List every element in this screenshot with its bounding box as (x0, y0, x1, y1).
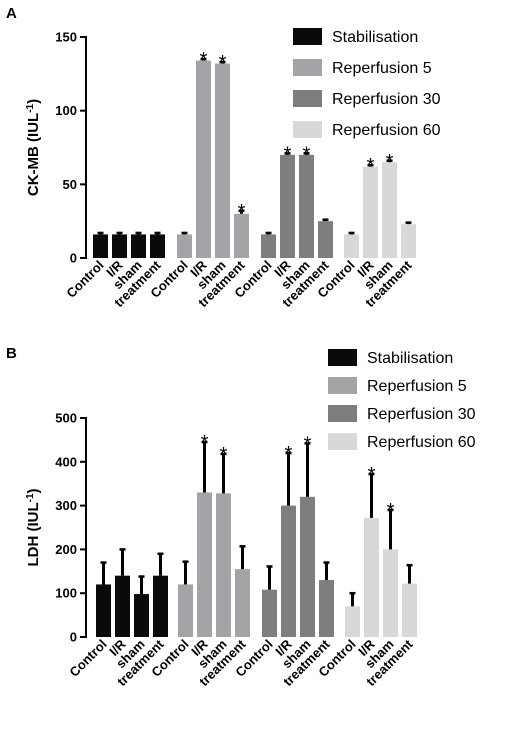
bar (178, 584, 193, 637)
bar (281, 505, 296, 637)
y-tick-label: 500 (55, 411, 77, 426)
y-axis-label-end: ) (25, 99, 42, 104)
significance-star: * (284, 143, 292, 165)
y-tick-label: 300 (55, 498, 77, 513)
significance-star: * (304, 433, 312, 455)
panel-letter: B (6, 345, 17, 362)
bar (345, 606, 360, 637)
y-axis-label-superscript: -1 (25, 493, 36, 502)
legend-swatch (293, 90, 322, 107)
significance-star: * (219, 52, 227, 74)
significance-star: * (220, 444, 228, 466)
legend-swatch (328, 349, 357, 366)
significance-star: * (387, 500, 395, 522)
bar (153, 575, 168, 637)
bar (262, 589, 277, 637)
bar (216, 493, 231, 637)
bar (177, 234, 192, 258)
significance-star: * (285, 443, 293, 465)
legend-label: Reperfusion 30 (367, 406, 476, 423)
significance-star: * (201, 432, 209, 454)
legend-swatch (293, 28, 322, 45)
significance-star: * (386, 151, 394, 173)
bar (215, 63, 230, 258)
legend-swatch (328, 405, 357, 422)
bar (112, 234, 127, 258)
bar (261, 234, 276, 258)
legend-swatch (328, 377, 357, 394)
bar (150, 234, 165, 258)
bar (131, 234, 146, 258)
legend-label: Reperfusion 30 (332, 91, 441, 108)
y-tick-label: 50 (63, 177, 77, 192)
y-axis-label-superscript: -1 (25, 103, 36, 112)
legend-label: Reperfusion 5 (332, 60, 432, 77)
y-tick-label: 0 (70, 251, 77, 266)
bar (299, 154, 314, 258)
significance-star: * (368, 464, 376, 486)
significance-star: * (200, 49, 208, 71)
y-tick-label: 0 (70, 630, 77, 645)
legend-swatch (328, 433, 357, 450)
bar (234, 213, 249, 258)
bar (401, 224, 416, 258)
legend-label: Stabilisation (332, 29, 418, 46)
bar (318, 221, 333, 258)
y-axis-label-end: ) (25, 488, 42, 493)
bar (383, 549, 398, 637)
legend-swatch (293, 59, 322, 76)
bar (196, 60, 211, 258)
y-tick-label: 200 (55, 542, 77, 557)
bar (319, 580, 334, 637)
bar (280, 154, 295, 258)
legend-swatch (293, 121, 322, 138)
bar (300, 496, 315, 637)
y-tick-label: 150 (55, 30, 77, 45)
significance-star: * (238, 201, 246, 223)
bar (344, 234, 359, 258)
y-axis-label: CK-MB (IUL-1) (25, 99, 43, 196)
legend-label: Reperfusion 60 (332, 122, 441, 139)
legend-label: Reperfusion 60 (367, 434, 476, 451)
bar (96, 584, 111, 637)
bar (363, 166, 378, 258)
y-tick-label: 400 (55, 454, 77, 469)
panel-a-ck-mb-chart: ACK-MB (IUL-1)050100150ControlI/Rshamtre… (6, 5, 441, 310)
bar (364, 517, 379, 637)
y-axis-label-main: CK-MB (IUL (25, 113, 42, 196)
y-axis-label-main: LDH (IUL (25, 502, 42, 566)
y-tick-label: 100 (55, 586, 77, 601)
bar (197, 492, 212, 637)
bar (115, 575, 130, 637)
legend-label: Reperfusion 5 (367, 378, 467, 395)
bar (134, 594, 149, 637)
y-axis-label: LDH (IUL-1) (25, 488, 43, 566)
bar (93, 234, 108, 258)
significance-star: * (367, 155, 375, 177)
significance-star: * (303, 143, 311, 165)
panel-letter: A (6, 5, 17, 22)
legend-label: Stabilisation (367, 350, 453, 367)
bar (402, 583, 417, 637)
y-tick-label: 100 (55, 103, 77, 118)
bar (382, 162, 397, 258)
bar (235, 569, 250, 637)
